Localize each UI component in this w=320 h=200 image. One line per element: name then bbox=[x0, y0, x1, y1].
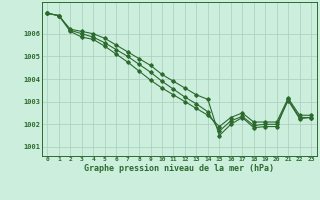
X-axis label: Graphe pression niveau de la mer (hPa): Graphe pression niveau de la mer (hPa) bbox=[84, 164, 274, 173]
